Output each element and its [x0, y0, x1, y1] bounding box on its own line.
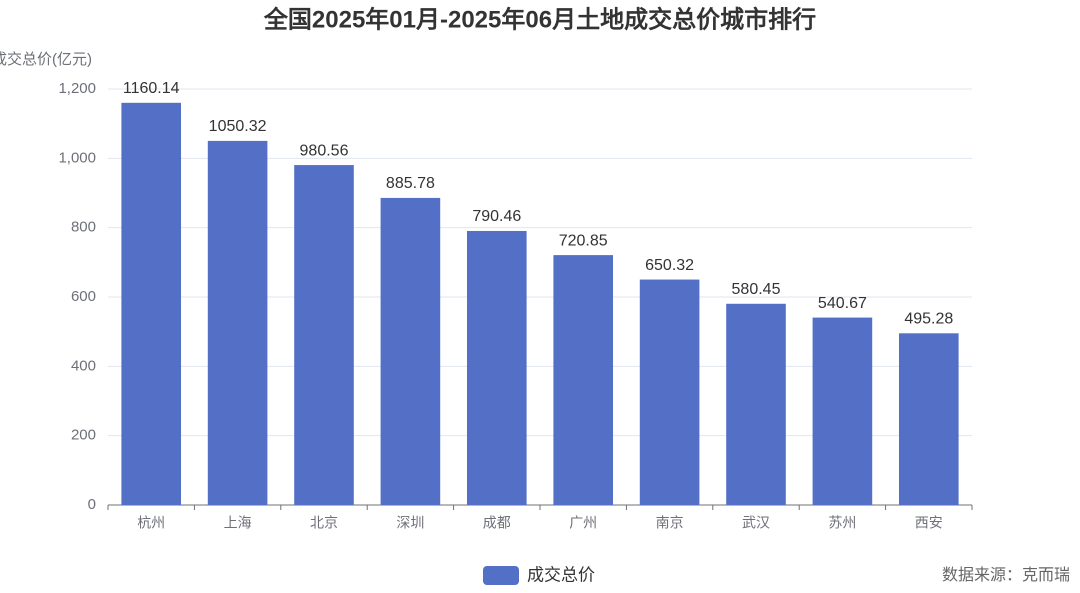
bar	[812, 317, 873, 505]
x-tick-label: 广州	[569, 515, 597, 531]
data-label: 495.28	[904, 311, 953, 328]
x-tick-label: 苏州	[828, 515, 856, 531]
bar	[380, 197, 441, 505]
x-tick-label: 成都	[483, 515, 511, 531]
y-tick-label: 1,200	[58, 80, 96, 97]
bar	[207, 140, 268, 505]
legend-swatch	[483, 566, 519, 585]
x-tick-label: 深圳	[396, 515, 424, 531]
bar	[898, 333, 959, 505]
data-label: 790.46	[472, 208, 521, 225]
x-tick-label: 西安	[915, 515, 943, 531]
bar	[726, 303, 786, 505]
y-tick-label: 600	[71, 288, 96, 305]
x-tick-label: 武汉	[742, 515, 770, 531]
bar	[553, 255, 614, 505]
x-tick-label: 上海	[224, 515, 252, 531]
data-label: 650.32	[645, 257, 694, 274]
y-tick-label: 0	[88, 496, 96, 513]
data-label: 720.85	[559, 232, 608, 249]
y-tick-label: 200	[71, 427, 96, 444]
bar	[294, 165, 354, 505]
y-tick-label: 1,000	[58, 149, 96, 166]
source-note: 数据来源：克而瑞	[942, 566, 1070, 584]
bar	[639, 279, 700, 505]
data-label: 1050.32	[209, 118, 267, 135]
chart-title: 全国2025年01月-2025年06月土地成交总价城市排行	[263, 5, 816, 33]
y-tick-label: 800	[71, 219, 96, 236]
data-label: 540.67	[818, 295, 867, 312]
y-axis-label: 成交总价(亿元)	[0, 50, 92, 68]
data-label: 885.78	[386, 175, 435, 192]
bar	[466, 230, 527, 505]
data-label: 1160.14	[123, 80, 180, 97]
data-label: 580.45	[732, 281, 781, 298]
data-label: 980.56	[300, 142, 349, 159]
x-tick-label: 杭州	[137, 515, 165, 531]
x-tick-label: 北京	[310, 515, 338, 531]
x-tick-label: 南京	[656, 515, 684, 531]
legend-label: 成交总价	[527, 565, 595, 584]
y-tick-label: 400	[71, 357, 96, 374]
bar	[121, 102, 182, 506]
